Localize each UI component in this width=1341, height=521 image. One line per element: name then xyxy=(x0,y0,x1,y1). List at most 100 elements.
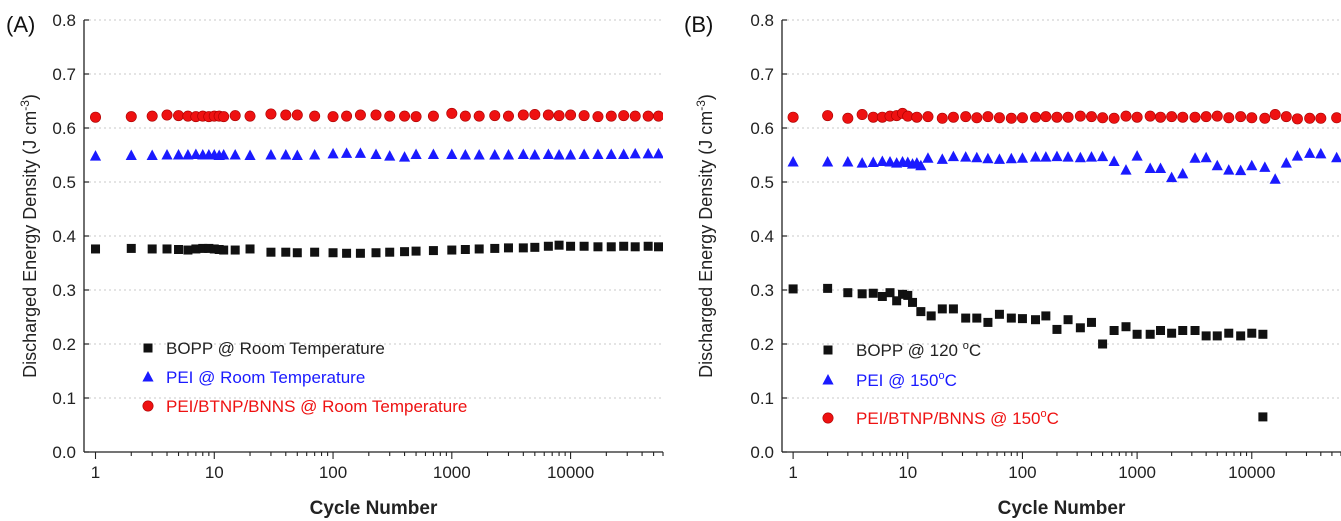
data-point xyxy=(517,109,529,121)
data-point xyxy=(280,109,292,121)
data-point xyxy=(1258,329,1268,339)
x-tick-label: 100 xyxy=(1008,463,1036,482)
data-point xyxy=(554,240,564,250)
data-point xyxy=(1280,157,1292,168)
y-axis-title-sup: -3 xyxy=(694,100,708,111)
data-point xyxy=(1085,111,1097,123)
data-point xyxy=(446,107,458,119)
data-point xyxy=(868,288,878,298)
data-point xyxy=(291,149,303,161)
x-tick-label: 1 xyxy=(788,463,797,482)
data-point xyxy=(400,247,410,257)
data-point xyxy=(856,157,868,168)
legend-marker xyxy=(822,412,834,424)
data-point xyxy=(619,241,629,251)
data-point xyxy=(266,247,276,257)
data-point xyxy=(342,248,352,258)
x-tick-label: 10 xyxy=(898,463,917,482)
data-point xyxy=(190,148,202,159)
data-point xyxy=(327,111,339,123)
data-point xyxy=(885,288,895,298)
data-point xyxy=(983,317,993,327)
legend-marker xyxy=(142,400,154,412)
data-point xyxy=(147,244,157,254)
data-point xyxy=(915,159,927,171)
data-point xyxy=(427,110,439,122)
series-square xyxy=(91,240,663,258)
data-point xyxy=(1108,112,1120,124)
data-point xyxy=(1016,112,1028,124)
data-point xyxy=(341,110,353,122)
data-point xyxy=(643,241,653,251)
data-point xyxy=(948,304,958,314)
data-point xyxy=(1211,110,1223,122)
data-point xyxy=(629,147,641,159)
data-point xyxy=(654,242,663,252)
data-point xyxy=(244,149,256,161)
legend-label: PEI @ Room Temperature xyxy=(166,368,365,387)
data-point xyxy=(89,150,102,161)
data-point xyxy=(1201,331,1211,341)
data-point xyxy=(1246,159,1258,171)
data-point xyxy=(1269,109,1281,121)
data-point xyxy=(1144,162,1156,173)
data-point xyxy=(502,149,515,160)
data-point xyxy=(787,111,799,123)
data-point xyxy=(1132,329,1142,339)
data-point xyxy=(902,110,914,122)
data-point xyxy=(1212,331,1222,341)
data-point xyxy=(1075,323,1085,333)
data-point xyxy=(1121,322,1131,332)
data-point xyxy=(1178,326,1188,335)
y-tick-label: 0.3 xyxy=(52,281,76,300)
data-point xyxy=(1131,111,1143,123)
series-triangle xyxy=(787,147,1341,184)
data-point xyxy=(1167,328,1177,338)
data-point xyxy=(146,149,158,161)
data-point xyxy=(1108,155,1120,166)
data-point xyxy=(1131,150,1143,161)
y-tick-label: 0.6 xyxy=(750,119,774,138)
series-triangle xyxy=(89,147,663,162)
data-point xyxy=(566,241,576,251)
data-point xyxy=(993,112,1005,124)
data-point xyxy=(384,150,396,161)
data-point xyxy=(229,110,241,122)
data-point xyxy=(219,245,229,255)
legend-label-sup: o xyxy=(938,370,944,382)
data-point xyxy=(579,241,589,251)
data-point xyxy=(822,156,834,167)
data-point xyxy=(1051,150,1063,162)
data-point xyxy=(503,243,513,253)
data-point xyxy=(446,148,458,159)
data-point xyxy=(371,248,381,258)
legend-marker xyxy=(823,345,833,355)
x-tick-label: 100 xyxy=(319,463,347,482)
data-point xyxy=(385,247,395,257)
data-point xyxy=(1109,326,1119,335)
x-axis-title: Cycle Number xyxy=(998,498,1126,519)
data-point xyxy=(410,148,422,159)
legend-label: PEI/BTNP/BNNS @ Room Temperature xyxy=(166,397,467,416)
y-axis-title-close: ) xyxy=(20,94,40,100)
data-point xyxy=(1005,152,1017,164)
data-point xyxy=(459,110,471,122)
data-point xyxy=(1177,167,1189,179)
data-point xyxy=(174,245,184,254)
data-point xyxy=(1291,113,1303,125)
data-point xyxy=(629,110,641,122)
data-point xyxy=(1189,152,1201,163)
data-point xyxy=(553,149,565,160)
data-point xyxy=(1291,150,1304,161)
legend-marker xyxy=(143,343,153,353)
legend-label-part: PEI/BTNP/BNNS @ Room Temperature xyxy=(166,397,467,416)
data-point xyxy=(1211,159,1223,171)
data-point xyxy=(892,296,902,306)
data-point xyxy=(1189,111,1201,123)
data-point xyxy=(1041,311,1051,321)
legend-label-sup: o xyxy=(1041,408,1047,420)
y-tick-label: 0.0 xyxy=(52,443,76,462)
data-point xyxy=(1304,147,1316,158)
data-point xyxy=(926,311,936,321)
data-point xyxy=(1247,328,1257,338)
